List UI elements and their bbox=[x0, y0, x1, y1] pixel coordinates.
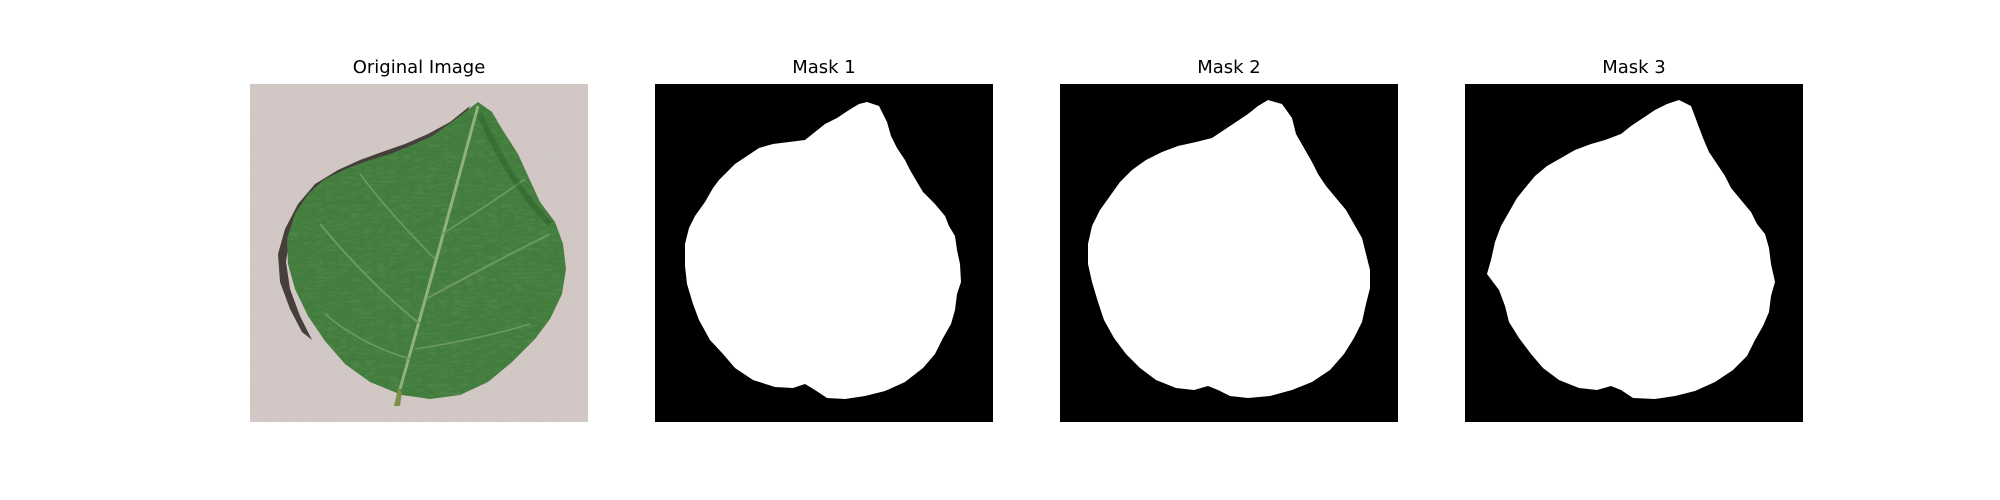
panel-title: Mask 2 bbox=[1060, 55, 1398, 81]
mask-image bbox=[1060, 84, 1398, 422]
mask-graphic bbox=[655, 84, 993, 422]
mask-graphic bbox=[1465, 84, 1803, 422]
mask-image bbox=[655, 84, 993, 422]
panel-title: Mask 3 bbox=[1465, 55, 1803, 81]
panel-title: Original Image bbox=[250, 55, 588, 81]
mask-graphic bbox=[1060, 84, 1398, 422]
leaf-photo-graphic bbox=[250, 84, 588, 422]
leaf-photo bbox=[250, 84, 588, 422]
panel-title: Mask 1 bbox=[655, 55, 993, 81]
mask-image bbox=[1465, 84, 1803, 422]
